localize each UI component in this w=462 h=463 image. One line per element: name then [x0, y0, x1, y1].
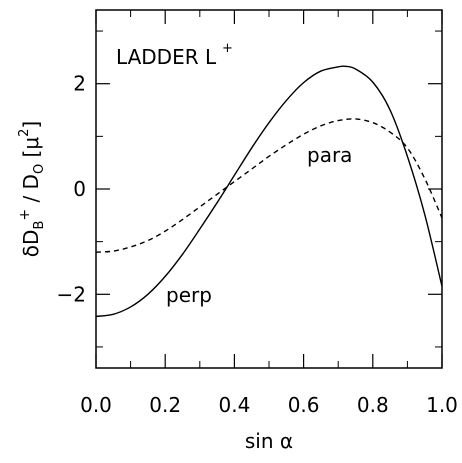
ylabel-part-delta: δD — [19, 230, 43, 258]
tick-labels: 0.0 0.2 0.4 0.6 0.8 1.0 −2 0 2 — [57, 72, 458, 417]
y-tick-label: −2 — [57, 282, 86, 306]
ylabel-part-sup-plus: + — [17, 209, 33, 221]
ylabel-part-mu: [μ — [19, 137, 43, 164]
series-line-perp — [95, 65, 443, 318]
ylabel-part-slash: / D — [19, 174, 43, 209]
series-line-para — [95, 118, 443, 253]
y-tick-label: 2 — [73, 72, 86, 96]
ylabel-part-bracket: ] — [19, 121, 43, 129]
ylabel-part-sup-2: 2 — [17, 129, 32, 137]
para-annotation: para — [307, 143, 352, 167]
ladder-superscript: + — [222, 41, 233, 56]
x-tick-label: 0.2 — [149, 393, 181, 417]
x-tick-label: 0.8 — [357, 393, 389, 417]
ylabel-part-sub-o: O — [32, 164, 47, 174]
series-group — [95, 65, 443, 318]
x-tick-label: 0.6 — [288, 393, 320, 417]
perp-annotation: perp — [166, 283, 212, 307]
ticks — [95, 10, 443, 368]
x-tick-label: 0.0 — [80, 393, 112, 417]
x-tick-label: 0.4 — [218, 393, 250, 417]
ylabel-part-sub-b: B — [32, 221, 47, 230]
svg-text:δDB+ / DO [μ2]: δDB+ / DO [μ2] — [17, 121, 47, 257]
x-axis-title: sin α — [245, 429, 293, 453]
y-axis-title: δDB+ / DO [μ2] — [17, 121, 47, 257]
x-tick-label: 1.0 — [426, 393, 458, 417]
ladder-annotation: LADDER L — [116, 45, 217, 69]
y-tick-label: 0 — [73, 177, 86, 201]
